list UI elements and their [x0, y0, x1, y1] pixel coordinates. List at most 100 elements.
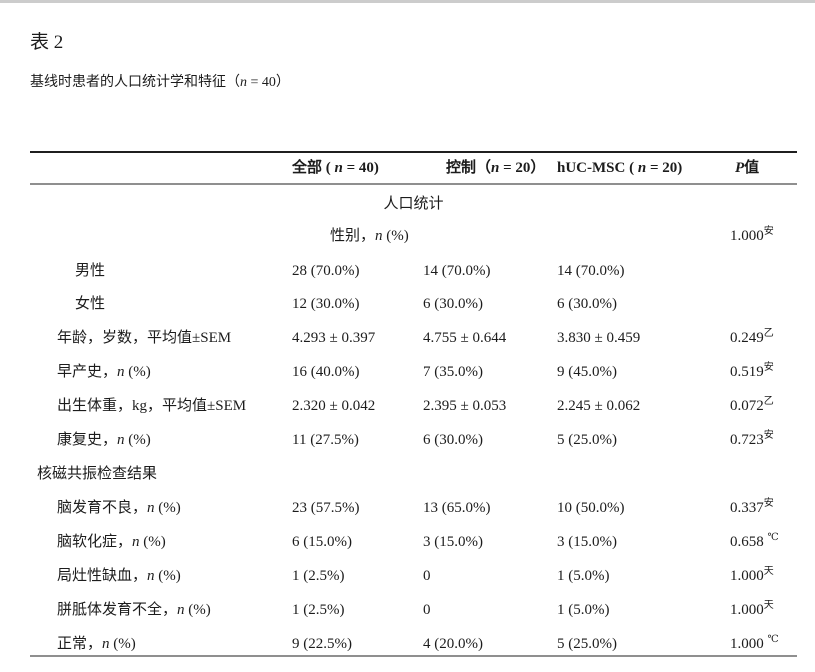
table-row-female: 女性 12 (30.0%) 6 (30.0%) 6 (30.0%): [0, 291, 815, 317]
pvalue-text: 1.000: [730, 568, 764, 584]
row-label: 胼胝体发育不全，n (%): [57, 597, 211, 623]
cell-control: 4.755 ± 0.644: [423, 330, 507, 346]
pvalue-superscript: 安: [763, 430, 774, 441]
table-header-row: 全部 ( n = 40) 控制（n = 20） hUC-MSC ( n = 20…: [0, 155, 815, 181]
row-label: 局灶性缺血，n (%): [57, 563, 181, 589]
cell-all: 4.293 ± 0.397: [292, 330, 376, 346]
cell-hucmsc: 3 (15.0%): [557, 534, 617, 550]
header-hucmsc-n-italic: n: [637, 160, 647, 176]
cell-pvalue: 0.658 ℃: [730, 529, 779, 555]
column-header-all: 全部 ( n = 40): [292, 155, 379, 181]
table-row-section-mri: 核磁共振检查结果: [0, 461, 815, 487]
row-label: 男性: [75, 263, 106, 279]
row-label-text: 脑软化症，: [57, 534, 133, 550]
header-hucmsc-text: hUC-MSC (: [557, 160, 638, 176]
row-label-text: 正常，: [57, 636, 103, 652]
subtitle-tail: = 40）: [247, 75, 290, 90]
pvalue-superscript: 安: [763, 498, 774, 509]
pvalue-superscript: 安: [763, 362, 774, 373]
cell-hucmsc: 1 (5.0%): [557, 568, 610, 584]
row-label-tail: (%): [382, 228, 409, 244]
row-label: 出生体重，kg，平均值±SEM: [57, 398, 247, 414]
cell-all: 6 (15.0%): [292, 534, 352, 550]
header-control-n-italic: n: [491, 160, 500, 176]
row-label-tail: (%): [124, 364, 151, 380]
cell-pvalue: 1.000天: [730, 597, 774, 623]
cell-control: 3 (15.0%): [423, 534, 483, 550]
pvalue-superscript: 乙: [763, 328, 774, 339]
header-all-text: 全部 (: [292, 160, 335, 176]
pvalue-text: 0.249: [730, 330, 764, 346]
cell-pvalue: 0.723安: [730, 427, 774, 453]
row-label-n-italic: n: [147, 568, 155, 584]
table-row-sex: 性别，n (%) 1.000安: [0, 223, 815, 249]
cell-all: 11 (27.5%): [292, 432, 359, 448]
row-label-text: 性别，: [330, 228, 376, 244]
section-title: 人口统计: [383, 196, 444, 212]
cell-control: 6 (30.0%): [423, 432, 483, 448]
cell-pvalue: 1.000安: [730, 223, 774, 249]
table-row-brain-dysplasia: 脑发育不良，n (%) 23 (57.5%) 13 (65.0%) 10 (50…: [0, 495, 815, 521]
row-label: 脑发育不良，n (%): [57, 495, 181, 521]
pvalue-superscript: 安: [763, 226, 774, 237]
table-row-focal-ischemia: 局灶性缺血，n (%) 1 (2.5%) 0 1 (5.0%) 1.000天: [0, 563, 815, 589]
table-bottom-rule: [30, 655, 797, 657]
pvalue-superscript: 天: [763, 566, 774, 577]
header-all-n-italic: n: [334, 160, 343, 176]
row-label-tail: (%): [139, 534, 166, 550]
row-label-tail: (%): [184, 602, 211, 618]
row-label-tail: (%): [124, 432, 151, 448]
table-header-rule: [30, 183, 797, 185]
row-label-tail: (%): [154, 568, 181, 584]
row-label-n-italic: n: [102, 636, 110, 652]
cell-all: 23 (57.5%): [292, 500, 360, 516]
row-label-n-italic: n: [117, 364, 125, 380]
row-label-n-italic: n: [375, 228, 383, 244]
cell-control: 6 (30.0%): [423, 296, 483, 312]
table-top-rule: [30, 151, 797, 153]
row-label: 年龄，岁数，平均值±SEM: [57, 330, 232, 346]
column-header-pvalue: P值: [735, 155, 759, 181]
row-label: 女性: [75, 296, 106, 312]
cell-hucmsc: 10 (50.0%): [557, 500, 625, 516]
pvalue-text: 0.723: [730, 432, 764, 448]
pvalue-superscript: 乙: [763, 396, 774, 407]
subtitle-n-italic: n: [240, 75, 247, 90]
cell-pvalue: 0.519安: [730, 359, 774, 385]
cell-all: 28 (70.0%): [292, 263, 360, 279]
row-label: 正常，n (%): [57, 631, 136, 657]
row-label-tail: (%): [109, 636, 136, 652]
header-all-tail: = 40): [342, 160, 379, 176]
table-row-birth-weight: 出生体重，kg，平均值±SEM 2.320 ± 0.042 2.395 ± 0.…: [0, 393, 815, 419]
table-row-section-demographics: 人口统计: [0, 191, 815, 217]
row-label-n-italic: n: [117, 432, 125, 448]
subtitle-text: 基线时患者的人口统计学和特征（: [30, 75, 240, 90]
header-p-tail: 值: [744, 160, 760, 176]
row-label-text: 局灶性缺血，: [57, 568, 148, 584]
pvalue-text: 1.000: [730, 228, 764, 244]
cell-all: 12 (30.0%): [292, 296, 360, 312]
header-hucmsc-tail: = 20): [646, 160, 683, 176]
pvalue-text: 0.337: [730, 500, 764, 516]
row-label-text: 早产史，: [57, 364, 118, 380]
row-label-text: 胼胝体发育不全，: [57, 602, 178, 618]
cell-pvalue: 0.249乙: [730, 325, 774, 351]
header-control-text: 控制（: [446, 160, 492, 176]
cell-pvalue: 1.000天: [730, 563, 774, 589]
cell-control: 2.395 ± 0.053: [423, 398, 507, 414]
row-label: 康复史，n (%): [57, 427, 151, 453]
table-row-corpus-callosum: 胼胝体发育不全，n (%) 1 (2.5%) 0 1 (5.0%) 1.000天: [0, 597, 815, 623]
cell-hucmsc: 5 (25.0%): [557, 432, 617, 448]
row-label: 脑软化症，n (%): [57, 529, 166, 555]
column-header-control: 控制（n = 20）: [446, 155, 545, 181]
row-label: 性别，n (%): [330, 223, 409, 249]
header-p-italic: P: [735, 160, 745, 176]
cell-pvalue: 0.337安: [730, 495, 774, 521]
cell-all: 2.320 ± 0.042: [292, 398, 376, 414]
cell-hucmsc: 9 (45.0%): [557, 364, 617, 380]
cell-pvalue: 1.000 ℃: [730, 631, 779, 657]
row-label-n-italic: n: [147, 500, 155, 516]
pvalue-text: 1.000: [730, 602, 764, 618]
row-label-n-italic: n: [132, 534, 140, 550]
pvalue-superscript: ℃: [767, 532, 779, 543]
